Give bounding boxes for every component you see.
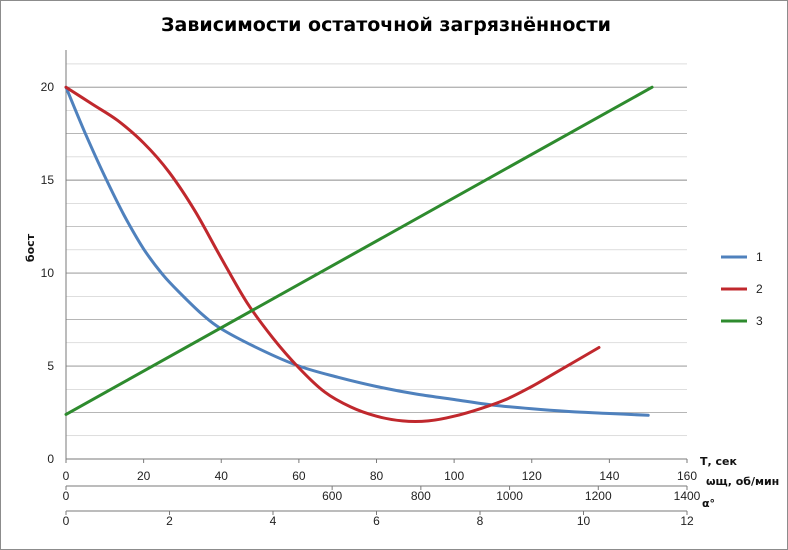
- x-tick-label: 120: [522, 469, 542, 483]
- y-axis-title: бост: [24, 233, 37, 262]
- x-tick-label: 12: [680, 514, 694, 528]
- x-tick-label: 1000: [496, 489, 523, 503]
- y-tick-label: 15: [41, 173, 55, 187]
- x-tick-label: 1200: [585, 489, 612, 503]
- x-tick-label: 0: [63, 489, 70, 503]
- x-axis-title: ωщ, об/мин: [706, 475, 779, 488]
- x-axis-title: Т, сек: [700, 455, 737, 468]
- x-tick-label: 140: [599, 469, 619, 483]
- x-tick-label: 160: [677, 469, 697, 483]
- x-tick-label: 60: [292, 469, 306, 483]
- x-tick-label: 4: [270, 514, 277, 528]
- x-tick-label: 20: [137, 469, 151, 483]
- legend-label-2: 2: [756, 282, 763, 296]
- series-layer: [64, 85, 654, 423]
- x-tick-label: 6: [373, 514, 380, 528]
- x-tick-label: 0: [63, 469, 70, 483]
- x-tick-label: 40: [215, 469, 229, 483]
- y-tick-label: 5: [47, 359, 54, 373]
- x-tick-label: 1400: [674, 489, 701, 503]
- chart-title: Зависимости остаточной загрязнённости: [161, 14, 611, 36]
- legend: 1 2 3: [721, 250, 763, 328]
- x-tick-label: 10: [577, 514, 591, 528]
- x-tick-label: 100: [444, 469, 464, 483]
- legend-label-1: 1: [756, 250, 763, 264]
- y-tick-label: 0: [47, 452, 54, 466]
- x-tick-label: 2: [166, 514, 173, 528]
- x-tick-label: 80: [370, 469, 384, 483]
- x-tick-label: 800: [411, 489, 431, 503]
- x-tick-label: 600: [322, 489, 342, 503]
- x-tick-label: 8: [477, 514, 484, 528]
- y-tick-label: 10: [41, 266, 55, 280]
- series-line-1: [64, 85, 650, 417]
- x-tick-label: 0: [63, 514, 70, 528]
- legend-label-3: 3: [756, 314, 763, 328]
- y-tick-label: 20: [41, 80, 55, 94]
- x-axis-title: α°: [702, 497, 715, 510]
- series-line-2: [64, 85, 601, 423]
- series-line-3: [64, 85, 654, 416]
- grid-layer: [66, 63, 687, 460]
